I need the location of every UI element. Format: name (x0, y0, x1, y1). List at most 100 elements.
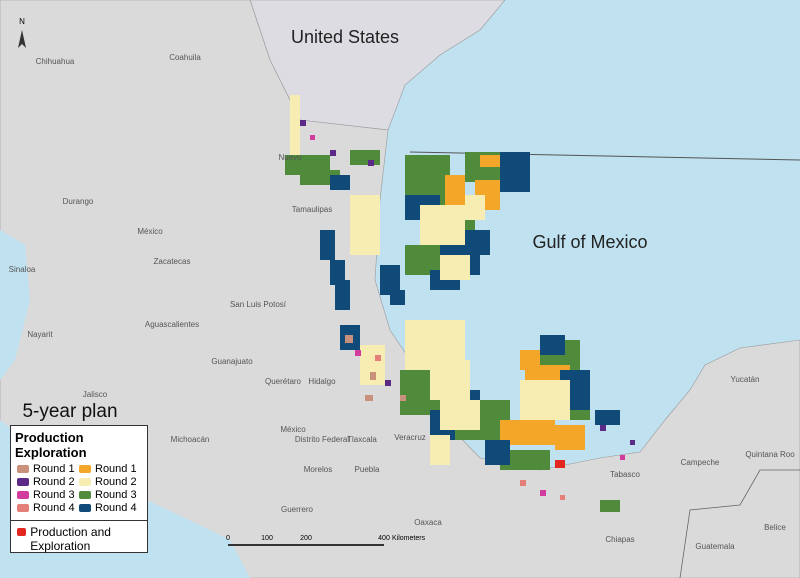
legend-swatch (17, 477, 29, 486)
state-label: San Luis Potosí (230, 300, 287, 309)
legend-swatch (17, 503, 29, 512)
border (679, 469, 800, 578)
scale-bar: 0 100 200 400 Kilometers (226, 535, 426, 546)
legend-label: Round 2 (95, 475, 137, 488)
scale-tick-label: 0 (226, 535, 230, 542)
legend-swatch (79, 490, 91, 499)
north-arrow (18, 30, 26, 48)
state-label: Guatemala (695, 542, 735, 551)
legend-item: Round 2 (17, 475, 79, 488)
block (390, 290, 405, 305)
block (520, 480, 526, 486)
state-label: Quintana Roo (745, 450, 795, 459)
state-label: Tlaxcala (347, 435, 377, 444)
block (440, 400, 480, 430)
legend-item: Round 4 (17, 501, 79, 514)
block (520, 380, 570, 420)
block (350, 150, 380, 165)
block (600, 425, 606, 431)
legend-item: Round 3 (79, 488, 141, 501)
block (365, 395, 373, 401)
block (620, 455, 625, 460)
legend-swatch (79, 503, 91, 512)
legend-heading: Production (15, 430, 84, 445)
labels: Chihuahua Coahuila Nuevo Durango México Tamau… (9, 53, 796, 551)
scale-unit: Kilometers (392, 535, 426, 542)
block (335, 280, 350, 310)
gulf-label: Gulf of Mexico (532, 232, 647, 252)
legend-item: Round 1 (17, 462, 79, 475)
legend-label: Round 3 (33, 488, 75, 501)
state-label: Durango (63, 197, 94, 206)
block (330, 150, 336, 156)
state-label: México (280, 425, 306, 434)
state-label: Morelos (304, 465, 332, 474)
block (330, 175, 350, 190)
plan-label: 5-year plan (22, 401, 117, 422)
block (380, 265, 400, 295)
scale-tick-label: 100 (261, 535, 273, 542)
state-label: Tabasco (610, 470, 640, 479)
legend-label: Round 2 (33, 475, 75, 488)
state-label: Hidalgo (308, 377, 336, 386)
blocks (285, 95, 635, 512)
block (330, 260, 345, 285)
state-label: Campeche (681, 458, 720, 467)
legend: Production Exploration Round 1 Round 2 Rou… (10, 425, 148, 553)
state-label: Sinaloa (9, 265, 36, 274)
block (385, 380, 391, 386)
block (555, 425, 585, 450)
block (355, 350, 361, 356)
state-label: Querétaro (265, 377, 302, 386)
legend-label: Round 3 (95, 488, 137, 501)
legend-label: Round 1 (33, 462, 75, 475)
state-label: México (137, 227, 163, 236)
state-label: Michoacán (171, 435, 210, 444)
block (400, 395, 406, 401)
legend-swatch (79, 477, 91, 486)
state-label: Aguascalientes (145, 320, 199, 329)
block (555, 460, 565, 468)
state-label: Puebla (355, 465, 380, 474)
block (595, 410, 620, 425)
block (310, 135, 315, 140)
block (540, 490, 546, 496)
legend-swatch (17, 490, 29, 499)
block (420, 205, 465, 245)
legend-label: Round 4 (95, 501, 137, 514)
block (368, 160, 374, 166)
legend-item: Round 3 (17, 488, 79, 501)
legend-item: Round 2 (79, 475, 141, 488)
legend-combined: Production and Exploration (11, 520, 147, 557)
block (560, 495, 565, 500)
legend-item: Round 4 (79, 501, 141, 514)
legend-label: Round 4 (33, 501, 75, 514)
block (440, 255, 470, 280)
gulf-california (0, 230, 30, 380)
state-label: Oaxaca (414, 518, 442, 527)
us-label: United States (291, 27, 399, 47)
scale-tick-label: 400 (378, 535, 390, 542)
legend-label: Round 1 (95, 462, 137, 475)
block (600, 500, 620, 512)
block (500, 450, 550, 470)
state-label: Veracruz (394, 433, 426, 442)
block (480, 155, 500, 167)
state-label: Guanajuato (211, 357, 253, 366)
legend-swatch (17, 464, 29, 473)
state-label: Nuevo (278, 153, 302, 162)
block (320, 230, 335, 260)
block (290, 95, 300, 155)
state-label: Belice (764, 523, 786, 532)
block (630, 440, 635, 445)
block (370, 372, 376, 380)
legend-swatch (79, 464, 91, 473)
block (345, 335, 353, 343)
legend-item: Round 1 (79, 462, 141, 475)
state-label: Zacatecas (154, 257, 191, 266)
block (430, 360, 470, 400)
legend-swatch (17, 528, 27, 536)
block (485, 440, 510, 465)
state-label: Chiapas (605, 535, 634, 544)
block (375, 355, 381, 361)
